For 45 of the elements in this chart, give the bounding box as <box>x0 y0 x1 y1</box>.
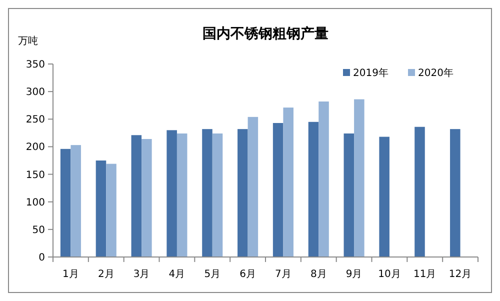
x-tick-label: 6月 <box>240 269 256 280</box>
bar <box>344 133 354 257</box>
y-tick-label: 350 <box>26 60 45 70</box>
y-tick-label: 250 <box>26 114 45 126</box>
bar <box>166 130 177 257</box>
bar <box>70 145 81 257</box>
x-tick-label: 11月 <box>414 269 436 280</box>
bar <box>202 129 212 257</box>
chart-title: 国内不锈钢粗钢产量 <box>202 25 328 42</box>
y-tick-label: 50 <box>32 224 45 236</box>
x-tick-label: 8月 <box>310 269 327 280</box>
x-tick-label: 1月 <box>62 269 79 280</box>
bar <box>96 160 106 257</box>
bar <box>106 164 116 257</box>
legend-label: 2019年 <box>353 67 388 79</box>
x-tick-label: 9月 <box>346 269 362 280</box>
bar <box>272 123 284 257</box>
bar <box>176 133 188 257</box>
bar <box>318 101 329 257</box>
bar <box>142 138 152 257</box>
bar <box>379 136 390 257</box>
bar <box>283 108 294 257</box>
bar <box>308 122 319 257</box>
bar <box>131 135 142 257</box>
x-tick-label: 4月 <box>168 269 186 280</box>
x-tick-label: 10月 <box>378 269 401 280</box>
y-tick-label: 0 <box>38 252 45 264</box>
y-tick-label: 100 <box>26 197 45 208</box>
x-tick-label: 3月 <box>133 269 150 280</box>
bar <box>450 129 460 257</box>
bar <box>238 129 248 257</box>
x-tick-label: 5月 <box>204 269 221 280</box>
bar <box>248 116 258 257</box>
y-tick-label: 300 <box>26 87 45 98</box>
bar <box>414 126 425 257</box>
x-tick-label: 2月 <box>98 269 114 280</box>
x-tick-label: 7月 <box>275 269 292 280</box>
bar <box>354 99 364 257</box>
legend-label: 2020年 <box>418 67 454 79</box>
y-tick-label: 150 <box>26 170 45 181</box>
bar <box>212 133 223 257</box>
y-axis-title: 万吨 <box>18 35 38 47</box>
y-tick-label: 200 <box>26 142 45 154</box>
bar <box>60 148 71 257</box>
x-tick-label: 12月 <box>448 269 472 280</box>
